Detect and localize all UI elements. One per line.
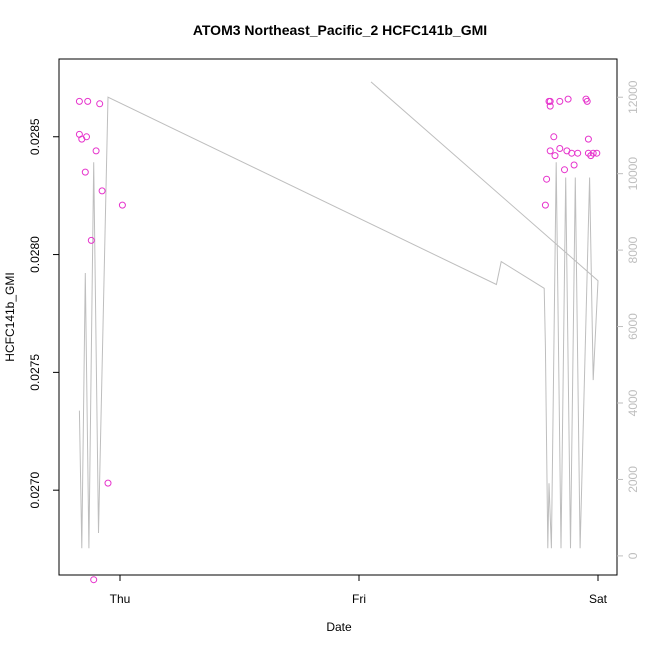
data-point: [83, 133, 90, 141]
data-point: [584, 135, 592, 143]
altitude-line: [78, 81, 599, 549]
x-tick-label: Fri: [352, 592, 366, 606]
plot-frame: [58, 58, 618, 576]
y-tick-label: 0.0285: [28, 118, 42, 155]
data-point: [584, 149, 592, 157]
data-point: [75, 97, 83, 105]
data-point: [81, 168, 89, 176]
data-point: [98, 187, 106, 195]
data-point: [570, 161, 578, 169]
y2-tick-label: 12000: [626, 80, 640, 114]
data-point: [587, 152, 595, 160]
data-point: [96, 100, 104, 108]
x-tick-label: Sat: [589, 592, 608, 606]
x-tick-label: Thu: [110, 592, 131, 606]
data-point: [550, 133, 558, 141]
data-point: [90, 576, 98, 584]
y-axis-label: HCFC141b_GMI: [3, 272, 17, 361]
chart-marks: Thu Fri Sat 0.0270 0.0275 0.0280 0.0285 0 2000 40…: [28, 80, 640, 606]
data-point: [574, 149, 582, 157]
data-point: [593, 149, 601, 157]
y2-tick-label: 4000: [626, 389, 640, 416]
y2-tick-label: 8000: [626, 236, 640, 263]
y-tick-label: 0.0270: [28, 472, 42, 509]
y2-tick-label: 0: [626, 552, 640, 559]
data-point: [564, 95, 572, 103]
y-tick-label: 0.0275: [28, 354, 42, 391]
chart-title: ATOM3 Northeast_Pacific_2 HCFC141b_GMI: [193, 22, 487, 38]
x-axis-label: Date: [326, 620, 352, 634]
data-point: [87, 236, 95, 244]
y2-tick-label: 2000: [626, 466, 640, 493]
data-point: [556, 145, 564, 152]
data-point: [541, 201, 549, 209]
data-point: [561, 166, 568, 174]
data-point: [546, 102, 554, 110]
data-point: [546, 97, 554, 105]
data-point: [546, 147, 554, 155]
data-point: [118, 201, 126, 209]
data-point: [92, 147, 100, 155]
data-point: [556, 97, 564, 105]
data-point: [568, 149, 576, 157]
y2-tick-label: 6000: [626, 313, 640, 340]
y-tick-label: 0.0280: [28, 236, 42, 273]
data-point: [104, 479, 112, 487]
data-point: [84, 97, 92, 105]
data-point: [543, 175, 551, 183]
y2-tick-label: 10000: [626, 157, 640, 191]
data-point: [551, 152, 559, 160]
data-point: [589, 149, 597, 157]
data-point: [583, 97, 591, 105]
